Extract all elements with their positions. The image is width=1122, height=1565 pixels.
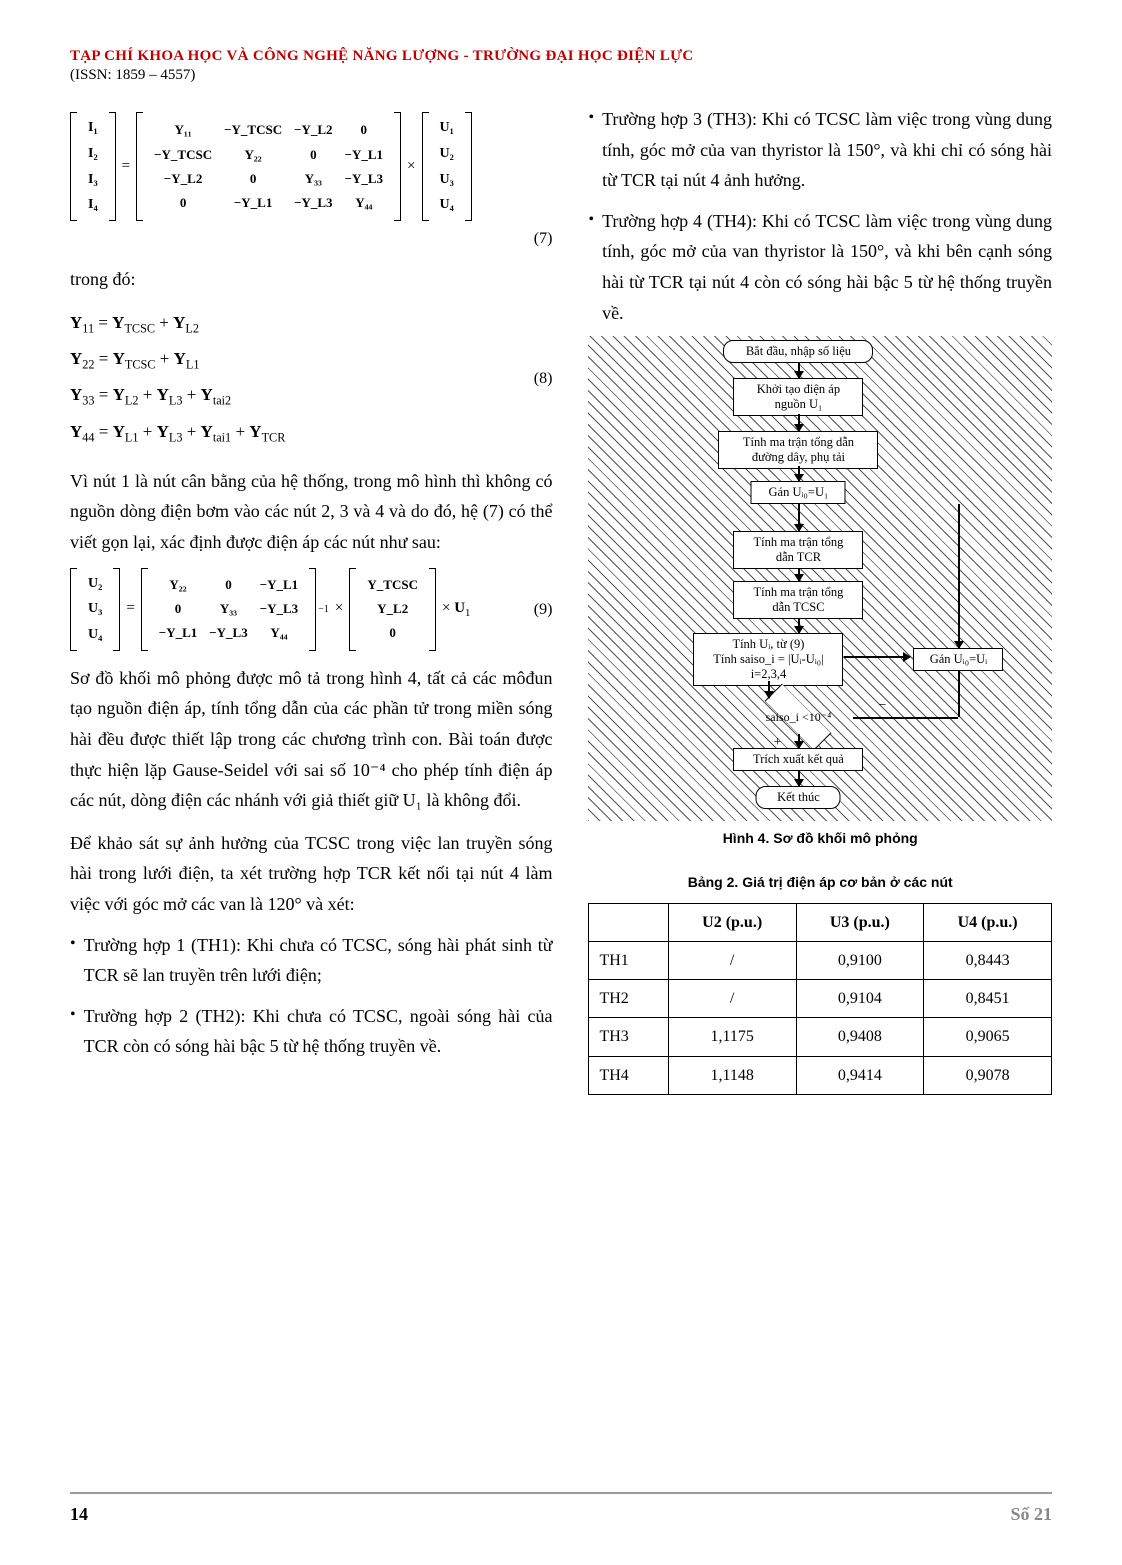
flowchart-node-start: Bắt đầu, nhập số liệu	[723, 340, 873, 363]
equation-8: Y11 = YTCSC + YL2 Y22 = YTCSC + YL1 Y33 …	[70, 303, 552, 454]
flowchart-arrow	[844, 656, 910, 658]
bullet-th4-text: Trường hợp 4 (TH4): Khi có TCSC làm việc…	[602, 206, 1052, 328]
two-column-body: I₁ I₂ I₃ I₄ = Y₁₁−Y_TCSC−Y_L20 −Y_TCSCY₂…	[70, 104, 1052, 1095]
bullet-icon: •	[588, 104, 602, 196]
eq9-matrices: U₂ U₃ U₄ = Y₂₂0−Y_L1 0Y₃₃−Y_L3 −Y_L1−Y_L…	[70, 568, 476, 651]
table-cell: TH4	[589, 1056, 668, 1094]
equation-7: I₁ I₂ I₃ I₄ = Y₁₁−Y_TCSC−Y_L20 −Y_TCSCY₂…	[70, 112, 552, 221]
table-header: U4 (p.u.)	[924, 903, 1052, 941]
eq8-lines: Y11 = YTCSC + YL2 Y22 = YTCSC + YL1 Y33 …	[70, 303, 285, 454]
table-row: TH41,11480,94140,9078	[589, 1056, 1052, 1094]
table-cell: 1,1148	[668, 1056, 796, 1094]
flowchart-minus: −	[878, 694, 886, 718]
table-cell: 0,9078	[924, 1056, 1052, 1094]
flowchart-arrow	[798, 618, 800, 633]
table-cell: 0,9100	[796, 941, 924, 979]
bullet-icon: •	[588, 206, 602, 328]
table-row: TH2/0,91040,8451	[589, 980, 1052, 1018]
table-header: U2 (p.u.)	[668, 903, 796, 941]
page-number: 14	[70, 1504, 88, 1525]
flowchart-node-admit: Tính ma trận tổng dẫnđường dây, phụ tải	[718, 431, 878, 469]
flowchart-node-init: Khởi tạo điện ápnguồn U₁	[733, 378, 863, 416]
figure-4-caption: Hình 4. Sơ đồ khối mô phỏng	[588, 827, 1052, 851]
flowchart-node-extract: Trích xuất kết quả	[733, 748, 863, 771]
table-cell: TH1	[589, 941, 668, 979]
page-footer: 14 Số 21	[70, 1492, 1052, 1525]
flowchart-figure-4: Bắt đầu, nhập số liệu Khởi tạo điện ápngu…	[588, 336, 1052, 821]
table-cell: 0,8443	[924, 941, 1052, 979]
table-2: U2 (p.u.) U3 (p.u.) U4 (p.u.) TH1/0,9100…	[588, 903, 1052, 1095]
flowchart-arrow	[958, 671, 960, 717]
table-cell: 1,1175	[668, 1018, 796, 1056]
journal-issn: (ISSN: 1859 – 4557)	[70, 67, 1052, 84]
page: TẠP CHÍ KHOA HỌC VÀ CÔNG NGHỆ NĂNG LƯỢNG…	[0, 0, 1122, 1565]
eq7-number: (7)	[70, 225, 552, 252]
table-row: TH31,11750,94080,9065	[589, 1018, 1052, 1056]
flowchart-arrow	[798, 771, 800, 786]
flowchart-plus: +	[773, 731, 781, 755]
bullet-th2: • Trường hợp 2 (TH2): Khi chưa có TCSC, …	[70, 1001, 552, 1062]
bullet-icon: •	[70, 1001, 84, 1062]
bullet-icon: •	[70, 930, 84, 991]
table-cell: 0,8451	[924, 980, 1052, 1018]
flowchart-node-tcsc: Tính ma trận tổngdẫn TCSC	[733, 581, 863, 619]
journal-header: TẠP CHÍ KHOA HỌC VÀ CÔNG NGHỆ NĂNG LƯỢNG…	[70, 48, 1052, 84]
bullet-th1-text: Trường hợp 1 (TH1): Khi chưa có TCSC, só…	[84, 930, 553, 991]
flowchart-arrow	[798, 504, 800, 531]
flowchart-arrow	[798, 466, 800, 481]
table-2-caption: Bảng 2. Giá trị điện áp cơ bản ở các nút	[588, 871, 1052, 895]
trong-do-label: trong đó:	[70, 264, 552, 295]
table-cell: 0,9065	[924, 1018, 1052, 1056]
paragraph-3: Để khảo sát sự ảnh hưởng của TCSC trong …	[70, 828, 552, 920]
bullet-th2-text: Trường hợp 2 (TH2): Khi chưa có TCSC, ng…	[84, 1001, 553, 1062]
issue-number: Số 21	[1010, 1504, 1052, 1525]
table-cell: /	[668, 941, 796, 979]
table-header: U3 (p.u.)	[796, 903, 924, 941]
paragraph-1: Vì nút 1 là nút cân bằng của hệ thống, t…	[70, 466, 552, 558]
flowchart-arrow	[768, 681, 770, 698]
eq7-matrices: I₁ I₂ I₃ I₄ = Y₁₁−Y_TCSC−Y_L20 −Y_TCSCY₂…	[70, 112, 472, 221]
flowchart-arrow	[798, 362, 800, 378]
flowchart-arrow	[853, 717, 958, 719]
table-cell: 0,9104	[796, 980, 924, 1018]
eq8-number: (8)	[534, 365, 553, 392]
journal-title: TẠP CHÍ KHOA HỌC VÀ CÔNG NGHỆ NĂNG LƯỢNG…	[70, 48, 1052, 65]
table-cell: 0,9408	[796, 1018, 924, 1056]
eq9-number: (9)	[534, 596, 553, 623]
flowchart-arrow	[798, 568, 800, 581]
flowchart-arrow	[798, 414, 800, 431]
flowchart-node-gan1: Gán Uᵢ₀=U₁	[751, 481, 846, 504]
table-cell: TH2	[589, 980, 668, 1018]
table-row: TH1/0,91000,8443	[589, 941, 1052, 979]
equation-9: U₂ U₃ U₄ = Y₂₂0−Y_L1 0Y₃₃−Y_L3 −Y_L1−Y_L…	[70, 568, 552, 651]
table-cell: TH3	[589, 1018, 668, 1056]
bullet-th4: • Trường hợp 4 (TH4): Khi có TCSC làm vi…	[588, 206, 1052, 328]
flowchart-node-end: Kết thúc	[756, 786, 841, 809]
table-cell: /	[668, 980, 796, 1018]
flowchart-node-tcr: Tính ma trận tổngdẫn TCR	[733, 531, 863, 569]
flowchart-arrow	[958, 504, 960, 648]
bullet-th1: • Trường hợp 1 (TH1): Khi chưa có TCSC, …	[70, 930, 552, 991]
flowchart-arrow	[798, 734, 800, 748]
right-column: • Trường hợp 3 (TH3): Khi có TCSC làm vi…	[588, 104, 1052, 1095]
table-header	[589, 903, 668, 941]
table-cell: 0,9414	[796, 1056, 924, 1094]
flowchart-node-gan2: Gán Uᵢ₀=Uᵢ	[913, 648, 1003, 671]
flowchart-node-cond: saiso_i <10⁻⁴	[743, 701, 853, 733]
flowchart-node-ui: Tính Uᵢ, từ (9)Tính saiso_i = |Uᵢ-Uᵢ₀|i=…	[693, 633, 843, 686]
paragraph-2: Sơ đồ khối mô phỏng được mô tả trong hìn…	[70, 663, 552, 816]
bullet-th3: • Trường hợp 3 (TH3): Khi có TCSC làm vi…	[588, 104, 1052, 196]
bullet-th3-text: Trường hợp 3 (TH3): Khi có TCSC làm việc…	[602, 104, 1052, 196]
left-column: I₁ I₂ I₃ I₄ = Y₁₁−Y_TCSC−Y_L20 −Y_TCSCY₂…	[70, 104, 552, 1095]
